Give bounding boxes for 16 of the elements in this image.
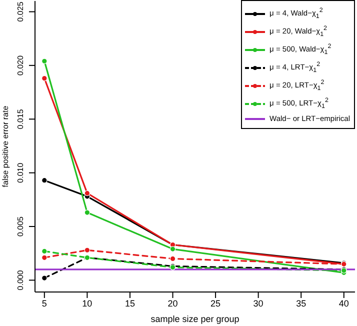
y-tick-label: 0.015 xyxy=(16,108,25,130)
x-tick-label: 25 xyxy=(210,298,221,308)
y-tick-label: 0.005 xyxy=(16,216,25,237)
x-tick-label: 30 xyxy=(253,298,264,308)
x-tick-label: 20 xyxy=(168,298,178,308)
x-tick-label: 35 xyxy=(296,298,306,308)
y-tick-label: 0.020 xyxy=(16,54,25,76)
y-tick-label: 0.000 xyxy=(16,270,25,290)
x-tick-label: 15 xyxy=(124,298,135,308)
y-tick-label: 0.010 xyxy=(16,162,25,183)
x-axis-title: sample size per group xyxy=(150,314,240,324)
y-axis-title: false positive error rate xyxy=(1,105,10,188)
x-tick-label: 40 xyxy=(338,298,349,308)
x-tick-label: 10 xyxy=(82,298,92,308)
x-tick-label: 5 xyxy=(42,298,47,308)
y-tick-label: 0.025 xyxy=(16,1,25,22)
